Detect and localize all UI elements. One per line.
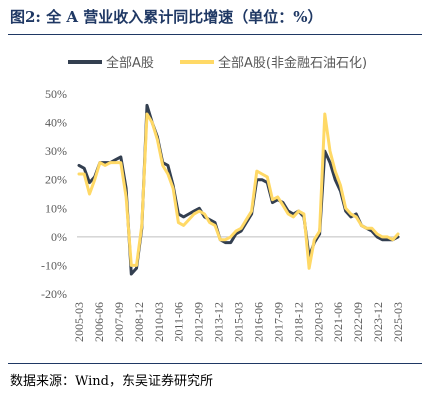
- x-tick-label: 2005-03: [72, 302, 86, 342]
- x-tick-label: 2025-03: [391, 302, 405, 342]
- x-tick-label: 2013-12: [212, 302, 226, 342]
- chart-title: 图2: 全 A 营业收入累计同比增速（单位：%）: [10, 8, 323, 26]
- source-note: 数据来源：Wind，东吴证券研究所: [10, 374, 213, 389]
- y-tick-label: 30%: [45, 144, 67, 158]
- legend-all-a-label: 全部A股: [106, 55, 154, 71]
- series-line-all-a: [77, 103, 400, 276]
- x-tick-label: 2017-09: [271, 302, 285, 342]
- y-tick-label: 0%: [51, 230, 67, 244]
- x-tick-label: 2015-03: [232, 302, 246, 342]
- legend-ex-fin-petro-label: 全部A股(非金融石油石化): [218, 55, 367, 71]
- x-tick-label: 2018-12: [291, 302, 305, 342]
- y-tick-label: -10%: [41, 258, 67, 272]
- x-tick-label: 2016-06: [251, 302, 265, 342]
- x-tick-label: 2012-09: [192, 302, 206, 342]
- x-tick-label: 2021-06: [331, 302, 345, 342]
- x-tick-label: 2023-12: [371, 302, 385, 342]
- y-tick-label: 20%: [45, 173, 67, 187]
- x-tick-label: 2007-09: [112, 302, 126, 342]
- x-tick-label: 2022-09: [351, 302, 365, 342]
- y-tick-label: 10%: [45, 201, 67, 215]
- series-line-ex-fin-petro: [77, 112, 400, 270]
- y-tick-label: 50%: [45, 87, 67, 101]
- x-tick-label: 2006-06: [92, 302, 106, 342]
- x-tick-label: 2010-03: [152, 302, 166, 342]
- y-tick-label: 40%: [45, 116, 67, 130]
- x-tick-label: 2008-12: [132, 302, 146, 342]
- source-rule: [8, 363, 422, 364]
- y-tick-label: -20%: [41, 287, 67, 301]
- title-rule: [8, 34, 422, 35]
- x-tick-label: 2020-03: [311, 302, 325, 342]
- x-tick-label: 2011-06: [172, 302, 186, 342]
